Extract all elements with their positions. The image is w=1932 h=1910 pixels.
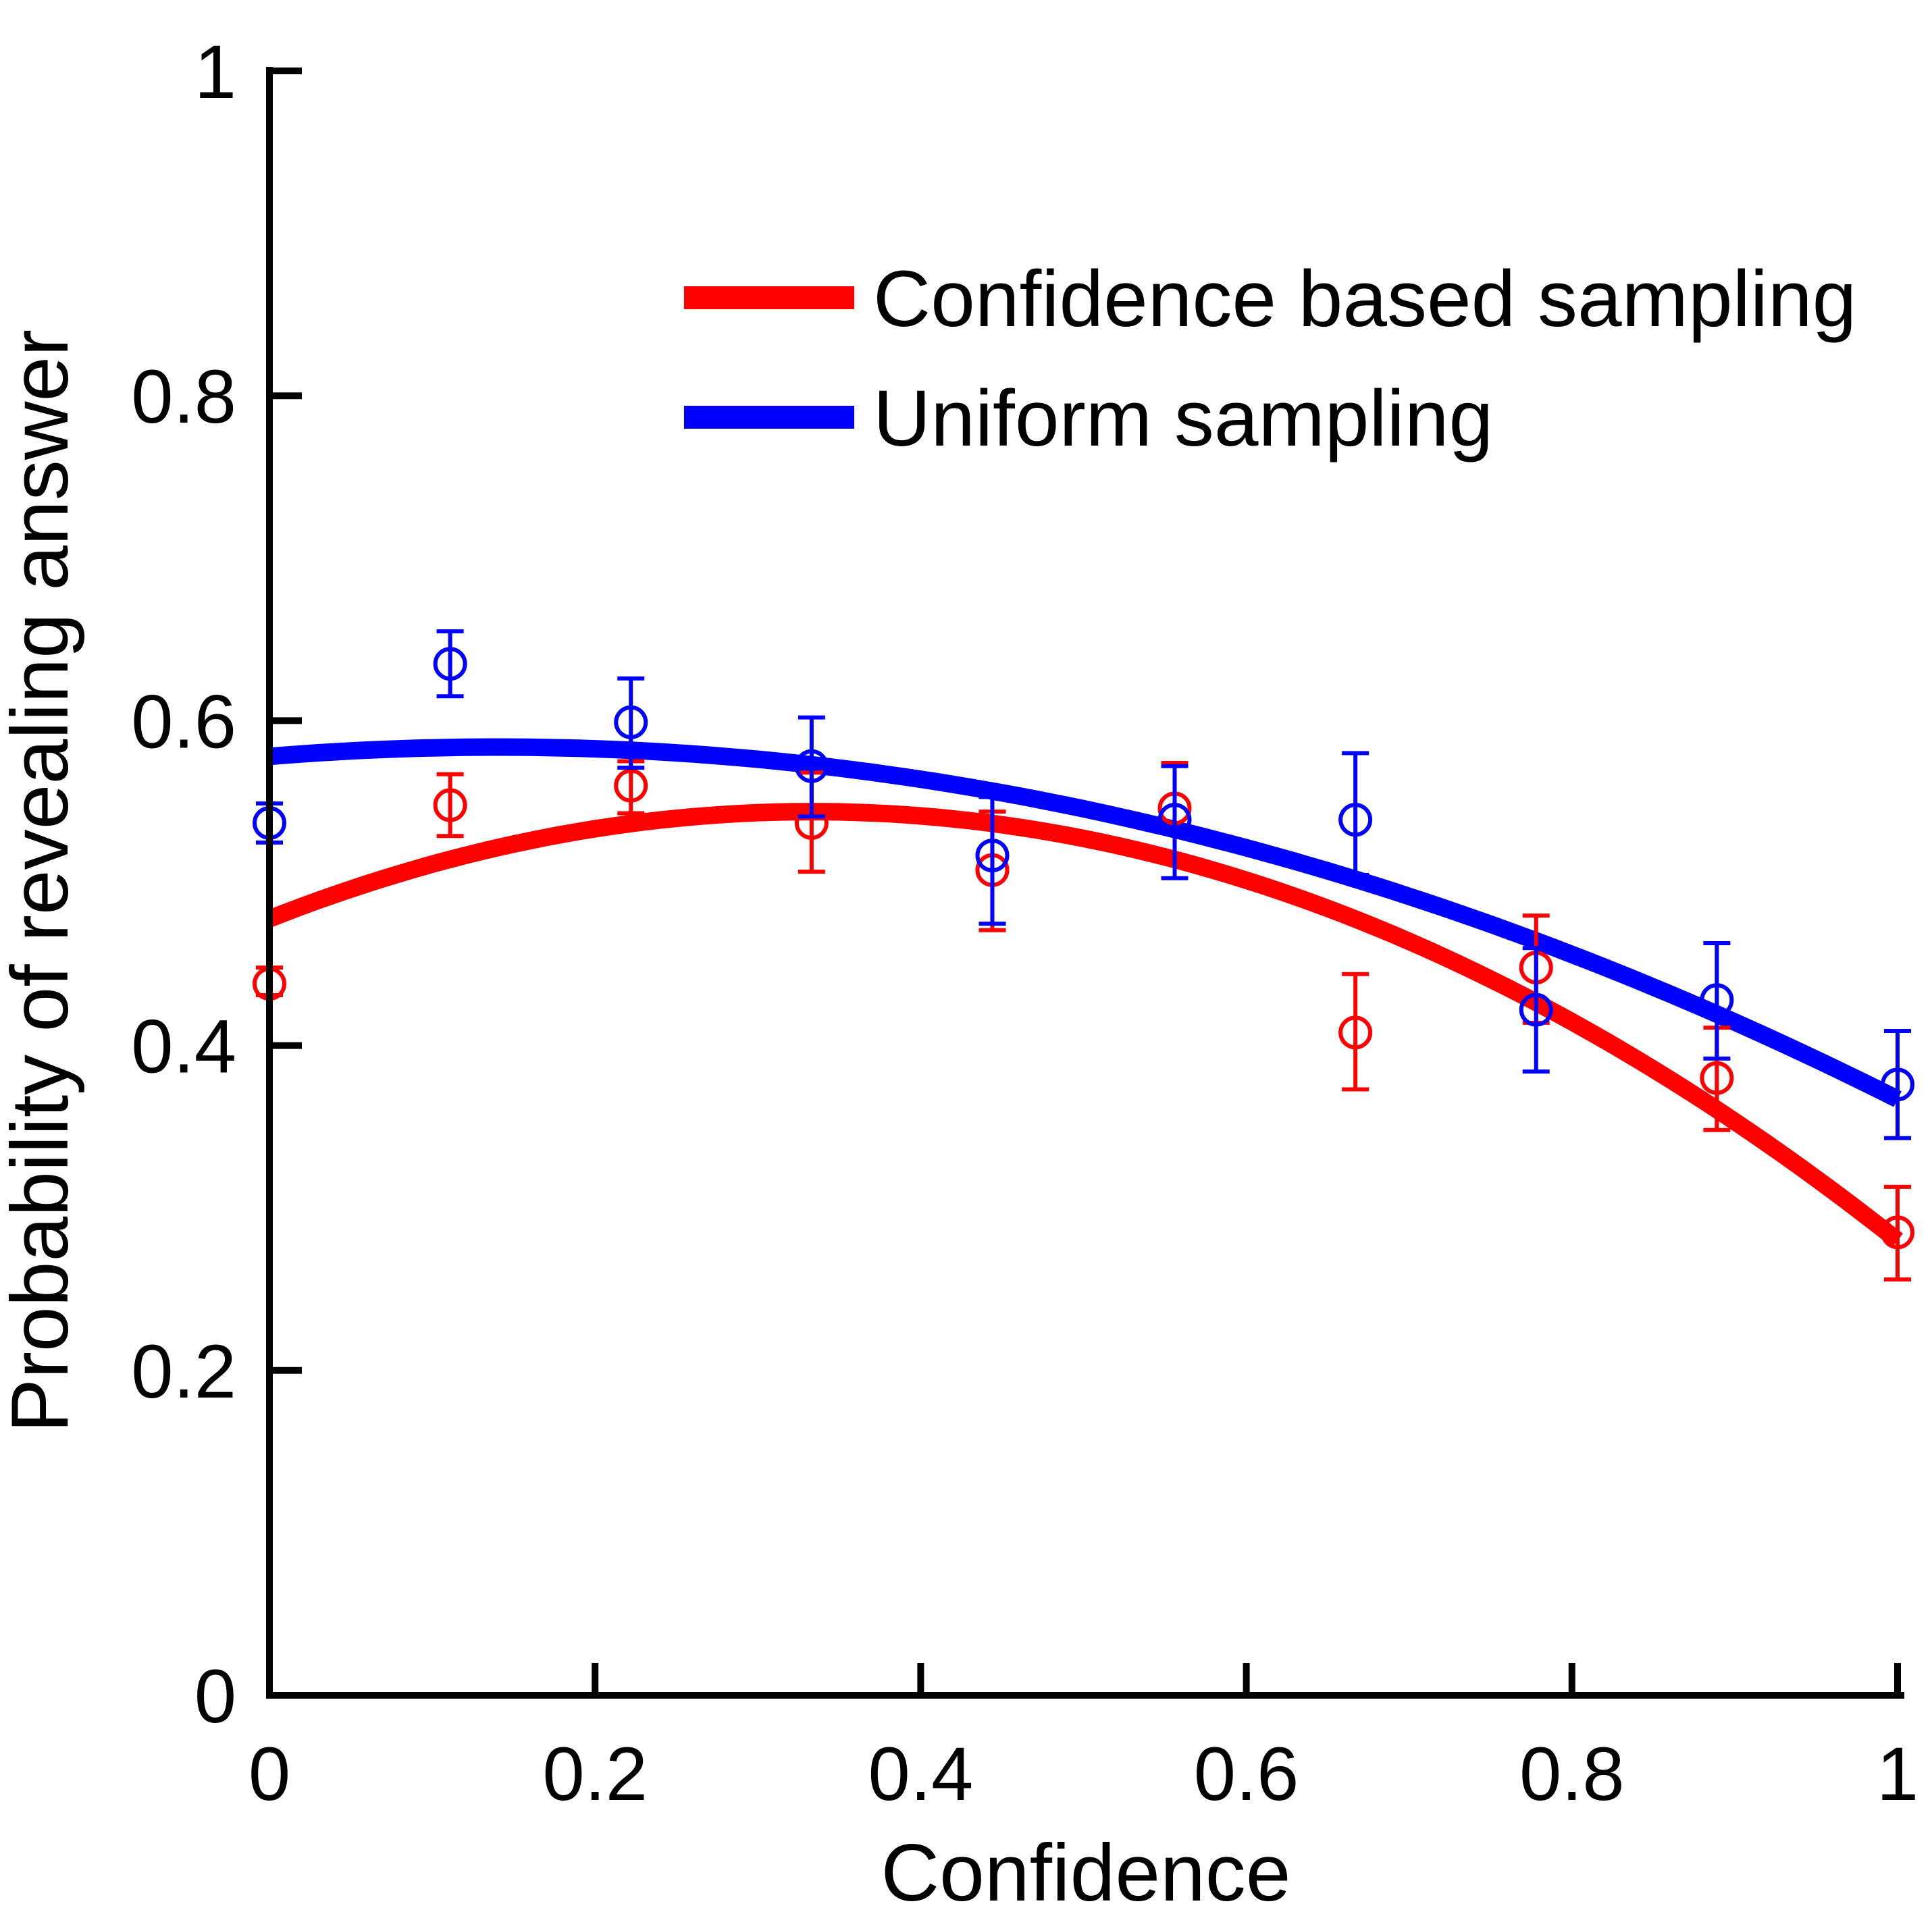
fit-curves — [266, 738, 1904, 1248]
x-tick-label: 0 — [249, 1732, 290, 1816]
marker — [433, 788, 467, 822]
x-tick-label: 0.6 — [1194, 1732, 1299, 1816]
marker — [614, 768, 648, 803]
legend-label-confidence: Confidence based sampling — [873, 255, 1856, 344]
data-point-confidence — [433, 772, 467, 839]
data-point-uniform — [1519, 946, 1553, 1074]
fit-curve-confidence — [266, 803, 1904, 1248]
x-tick-label: 1 — [1877, 1732, 1918, 1816]
y-tick-label: 1 — [194, 30, 236, 114]
legend: Confidence based sampling Uniform sampli… — [684, 255, 1856, 463]
marker — [975, 839, 1010, 873]
data-point-uniform — [1157, 764, 1192, 880]
x-axis-title: Confidence — [881, 1828, 1290, 1910]
data-point-confidence — [1881, 1184, 1914, 1282]
y-tick-label: 0 — [194, 1654, 236, 1739]
y-tick-label: 0.6 — [131, 679, 236, 764]
legend-label-uniform: Uniform sampling — [873, 374, 1493, 463]
data-points — [253, 629, 1914, 1282]
data-point-uniform — [794, 715, 829, 819]
data-point-uniform — [614, 676, 648, 770]
data-point-uniform — [1338, 751, 1373, 877]
marker — [1338, 1015, 1373, 1050]
data-point-uniform — [1700, 941, 1734, 1061]
y-tick-label: 0.4 — [131, 1005, 236, 1089]
data-point-uniform — [433, 629, 467, 699]
x-tick-label: 0.4 — [868, 1732, 974, 1816]
y-axis-title: Probability of revealing answer — [0, 329, 85, 1433]
marker — [1338, 803, 1373, 837]
marker — [1700, 983, 1734, 1017]
x-tick-label: 0.8 — [1519, 1732, 1625, 1816]
y-tick-label: 0.8 — [131, 354, 236, 439]
marker — [1881, 1067, 1914, 1102]
marker — [1700, 1061, 1734, 1095]
ticks: 0 0.2 0.4 0.6 0.8 1 0 0.2 0.4 0.6 0.8 1 — [131, 30, 1918, 1816]
x-tick-label: 0.2 — [542, 1732, 648, 1816]
marker — [614, 705, 648, 739]
fit-curve-uniform — [268, 738, 1902, 1107]
data-point-uniform — [975, 795, 1010, 926]
marker — [794, 749, 829, 783]
axes — [266, 67, 1904, 1699]
marker — [1519, 992, 1553, 1027]
data-point-confidence — [1338, 972, 1373, 1092]
marker — [1157, 803, 1192, 837]
y-tick-label: 0.2 — [131, 1329, 236, 1414]
marker — [433, 647, 467, 681]
marker — [1881, 1215, 1914, 1250]
data-point-uniform — [1881, 1028, 1914, 1140]
